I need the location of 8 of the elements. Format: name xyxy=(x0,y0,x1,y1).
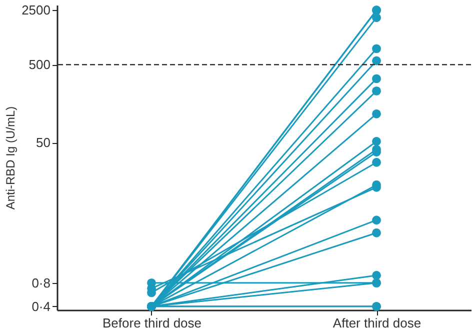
y-tick-label: 0·8 xyxy=(32,275,50,290)
y-tick-label: 2500 xyxy=(22,2,50,18)
y-tick-label: 0·4 xyxy=(32,298,50,314)
y-axis-title: Anti-RBD Ig (U/mL) xyxy=(4,106,18,210)
y-tick-label: 500 xyxy=(28,57,50,72)
y-tick-label: 50 xyxy=(36,135,50,150)
x-tick-label: Before third dose xyxy=(102,316,202,330)
x-tick-label: After third dose xyxy=(332,316,422,330)
